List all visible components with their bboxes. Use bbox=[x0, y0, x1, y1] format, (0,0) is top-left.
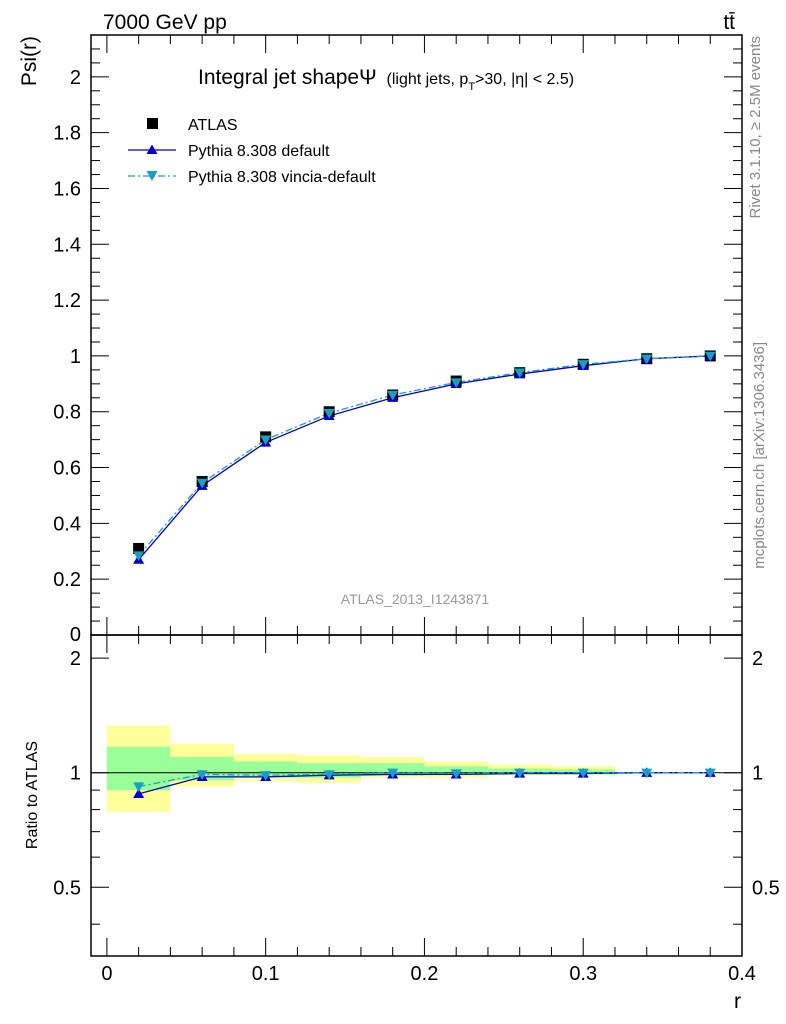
main-y-axis-label: Psi(r) bbox=[18, 36, 41, 86]
vincia-point bbox=[641, 354, 653, 365]
vincia-point bbox=[514, 368, 526, 379]
main-y-tick-label: 0.6 bbox=[53, 458, 81, 480]
ratio-vincia-point bbox=[387, 768, 399, 779]
ratio-vincia-line bbox=[138, 772, 711, 788]
ratio-y-tick-label-right: 1 bbox=[752, 763, 763, 785]
legend-vincia-label: Pythia 8.308 vincia-default bbox=[188, 169, 376, 186]
watermark: ATLAS_2013_I1243871 bbox=[341, 591, 490, 607]
x-tick-label: 0.4 bbox=[728, 963, 756, 985]
legend-default-label: Pythia 8.308 default bbox=[188, 143, 330, 160]
x-axis-label: r bbox=[734, 990, 741, 1013]
main-x-ticks bbox=[106, 35, 743, 635]
ratio-vincia-point bbox=[133, 782, 145, 792]
main-y-tick-label: 2 bbox=[70, 67, 81, 89]
ratio-vincia-point bbox=[577, 768, 589, 779]
ratio-y-tick-label: 0.5 bbox=[53, 877, 81, 899]
x-tick-label: 0.3 bbox=[569, 963, 597, 985]
main-y-tick-label: 0.8 bbox=[53, 402, 81, 424]
ratio-frame bbox=[90, 634, 743, 957]
ratio-default-point bbox=[133, 788, 145, 798]
vincia-point bbox=[704, 351, 716, 362]
main-y-ticks: 0.2 0.4 0.6 0.8 1 1.2 1.4 1.6 1.8 2 0 bbox=[53, 34, 742, 646]
ratio-vincia-point bbox=[260, 771, 272, 781]
main-panel: 0.2 0.4 0.6 0.8 1 1.2 1.4 1.6 1.8 2 0 Integral jet… bbox=[18, 34, 743, 646]
rivet-label: Rivet 3.1.10, ≥ 2.5M events bbox=[747, 36, 764, 219]
legend-atlas-marker bbox=[147, 118, 158, 129]
ratio-x-ticks: 0 0.1 0.2 0.3 0.4 bbox=[101, 635, 756, 985]
ratio-y-axis-label: Ratio to ATLAS bbox=[24, 741, 41, 849]
main-title: Integral jet shapeΨ (light jets, pT>30, … bbox=[198, 66, 574, 93]
ratio-y-tick-label-right: 0.5 bbox=[752, 877, 780, 899]
vincia-point bbox=[323, 409, 335, 419]
process-label: tt̄ bbox=[723, 11, 735, 34]
default-series-line bbox=[138, 355, 711, 561]
ratio-vincia-point bbox=[450, 769, 462, 780]
legend-entry-atlas: ATLAS bbox=[147, 117, 238, 134]
legend-entry-default: Pythia 8.308 default bbox=[128, 143, 330, 160]
vincia-point bbox=[133, 551, 145, 561]
ratio-marks bbox=[133, 767, 716, 798]
ratio-vincia-point bbox=[641, 768, 653, 779]
main-y-tick-label: 1.2 bbox=[53, 290, 81, 312]
main-y-tick-label: 1.4 bbox=[53, 234, 81, 256]
ratio-y-ticks: 0.5 0.5 1 1 2 2 bbox=[53, 648, 780, 925]
main-y-tick-label: 1.8 bbox=[53, 123, 81, 145]
vincia-point bbox=[387, 390, 399, 401]
main-y-tick-label: 0.4 bbox=[53, 513, 81, 535]
vincia-point bbox=[196, 478, 208, 489]
ratio-vincia-point bbox=[323, 770, 335, 780]
vincia-series-line bbox=[138, 355, 711, 556]
ratio-y-tick-label: 2 bbox=[70, 648, 81, 670]
legend-atlas-label: ATLAS bbox=[188, 117, 238, 134]
vincia-point bbox=[450, 378, 462, 388]
energy-label: 7000 GeV pp bbox=[103, 11, 227, 34]
ratio-vincia-point bbox=[196, 770, 208, 780]
x-tick-label: 0 bbox=[101, 963, 112, 985]
mcplots-label: mcplots.cern.ch [arXiv:1306.3436] bbox=[751, 342, 768, 569]
x-tick-label: 0.2 bbox=[411, 963, 439, 985]
vincia-point bbox=[260, 435, 272, 446]
main-y-tick-label: 1.6 bbox=[53, 178, 81, 200]
legend-vincia-marker bbox=[146, 171, 158, 181]
ratio-y-tick-label: 1 bbox=[70, 763, 81, 785]
ratio-panel: 0 0.1 0.2 0.3 0.4 0.5 0.51 12 2 Ratio to ATLAS … bbox=[24, 634, 780, 1013]
vincia-point bbox=[577, 360, 589, 370]
main-y-tick-label: 0.2 bbox=[53, 569, 81, 591]
main-y-tick-label: 1 bbox=[70, 346, 81, 368]
legend: ATLAS Pythia 8.308 default Pythia 8.308 … bbox=[128, 117, 376, 186]
ratio-vincia-point bbox=[514, 768, 526, 779]
ratio-vincia-point bbox=[704, 768, 716, 779]
ratio-bands bbox=[106, 725, 615, 812]
atlas-point bbox=[133, 542, 145, 554]
x-tick-label: 0.1 bbox=[252, 963, 280, 985]
ratio-y-tick-label-right: 2 bbox=[752, 648, 763, 670]
ratio-band-green bbox=[233, 761, 298, 778]
main-marks bbox=[133, 350, 716, 564]
legend-entry-vincia: Pythia 8.308 vincia-default bbox=[128, 169, 376, 186]
legend-default-marker bbox=[146, 144, 158, 154]
main-y-tick-label-zero: 0 bbox=[70, 624, 81, 646]
ratio-default-line bbox=[138, 772, 711, 795]
